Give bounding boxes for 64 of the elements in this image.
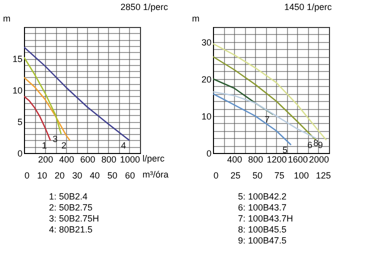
series-label: 9	[318, 140, 323, 150]
line-series	[24, 46, 130, 142]
line-series	[213, 56, 316, 141]
x2-tick-label: 50	[252, 170, 262, 180]
text: 7: 100B43.7H	[238, 214, 294, 224]
x2-axis-title: m³/óra	[142, 170, 169, 180]
y-axis-title: m	[3, 14, 10, 24]
line-series	[213, 43, 328, 141]
x-tick-label: 1000	[120, 154, 140, 164]
x-tick-label: 800	[248, 154, 264, 164]
x-tick-label: 400	[227, 154, 242, 164]
series-label: 5	[282, 144, 288, 155]
series-label: 6	[307, 140, 312, 150]
series-label: 1	[42, 140, 47, 150]
chart-title: 2850 1/perc	[120, 2, 168, 12]
x-tick-label: 400	[59, 154, 74, 164]
x2-tick-label: 40	[90, 170, 100, 180]
x2-tick-label: 30	[72, 170, 82, 180]
x2-tick-label: 25	[230, 170, 240, 180]
text: 8: 100B45.5	[238, 224, 287, 234]
series-label: 3	[52, 134, 58, 144]
x2-tick-label: 50	[107, 170, 118, 180]
line-series	[24, 96, 52, 142]
x2-tick-label: 10	[37, 170, 48, 180]
y-tick-label: 30	[201, 37, 212, 48]
x-tick-label: 200	[38, 154, 54, 164]
series-label: 4	[120, 140, 126, 150]
x-axis-title: l/perc	[142, 154, 166, 164]
x-tick-label: 800	[101, 154, 116, 164]
x2-tick-label: 20	[54, 170, 65, 180]
series-label: 2	[61, 140, 66, 150]
text: 4: 80B21.5	[49, 224, 93, 234]
x2-tick-label: 0	[24, 170, 30, 180]
line-series	[24, 76, 71, 142]
x-tick-label: 1200	[266, 154, 287, 164]
line-series	[213, 78, 274, 116]
y-tick-label: 0	[17, 148, 22, 158]
text: 9: 100B47.5	[238, 236, 287, 246]
x-tick-label: 600	[80, 154, 96, 164]
y-axis-title: m	[192, 14, 200, 24]
series-label: 7	[264, 114, 270, 124]
line-series	[213, 91, 316, 139]
series-label: 8	[313, 138, 318, 148]
x-tick-label: 1600	[288, 154, 308, 164]
y-tick-label: 20	[201, 74, 212, 84]
text: 2: 50B2.75	[49, 202, 93, 212]
text: 6: 100B43.7	[238, 202, 287, 212]
chart-title: 1450 1/perc	[284, 2, 332, 12]
line-series	[213, 93, 292, 146]
y-tick-label: 10	[12, 86, 22, 96]
x2-tick-label: 0	[214, 170, 219, 180]
y-tick-label: 10	[201, 111, 212, 122]
text: 1: 50B2.4	[49, 192, 88, 202]
x-tick-label: 2000	[308, 154, 329, 164]
text: 3: 50B2.75H	[49, 214, 100, 224]
x2-tick-label: 125	[316, 170, 331, 180]
x2-tick-label: 75	[274, 170, 284, 180]
y-tick-label: 5	[17, 117, 22, 127]
text: 5: 100B42.2	[238, 192, 287, 202]
line-series	[24, 56, 62, 135]
x2-tick-label: 100	[294, 170, 309, 180]
y-tick-label: 15	[12, 54, 22, 64]
y-tick-label: 0	[206, 148, 212, 158]
x2-tick-label: 60	[124, 170, 135, 180]
